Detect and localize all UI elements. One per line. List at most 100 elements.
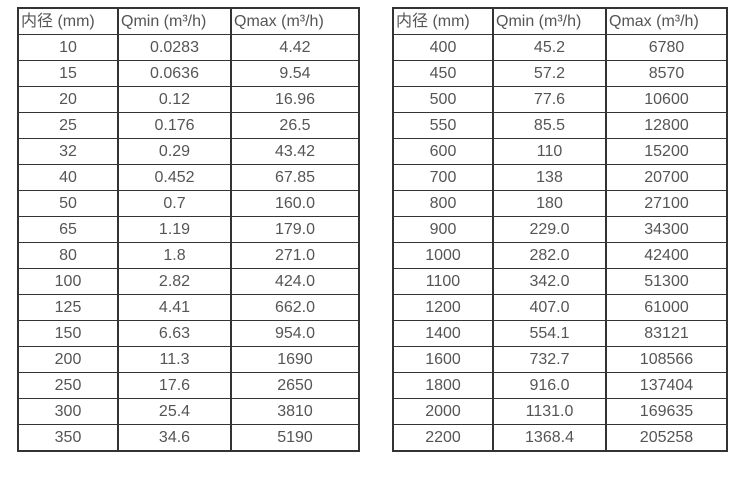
- qmin-cell: 229.0: [492, 216, 607, 243]
- qmax-cell: 12800: [605, 112, 728, 139]
- table-row: 300 25.4 3810: [17, 398, 360, 425]
- qmin-cell: 17.6: [117, 372, 232, 399]
- diameter-cell: 15: [17, 60, 119, 87]
- qmax-cell: 169635: [605, 398, 728, 425]
- table-row: 600 110 15200: [392, 138, 728, 165]
- column-header: Qmax (m³/h): [230, 7, 360, 35]
- diameter-cell: 250: [17, 372, 119, 399]
- qmax-cell: 108566: [605, 346, 728, 373]
- diameter-cell: 2000: [392, 398, 494, 425]
- diameter-cell: 550: [392, 112, 494, 139]
- qmax-cell: 954.0: [230, 320, 360, 347]
- qmax-cell: 205258: [605, 424, 728, 452]
- qmax-cell: 34300: [605, 216, 728, 243]
- qmin-cell: 1131.0: [492, 398, 607, 425]
- table-row: 1600 732.7 108566: [392, 346, 728, 373]
- table-row: 10 0.0283 4.42: [17, 34, 360, 61]
- table-row: 125 4.41 662.0: [17, 294, 360, 321]
- diameter-cell: 80: [17, 242, 119, 269]
- diameter-cell: 100: [17, 268, 119, 295]
- diameter-cell: 20: [17, 86, 119, 113]
- qmin-cell: 34.6: [117, 424, 232, 452]
- qmin-cell: 110: [492, 138, 607, 165]
- qmin-cell: 916.0: [492, 372, 607, 399]
- qmin-cell: 0.12: [117, 86, 232, 113]
- qmax-cell: 51300: [605, 268, 728, 295]
- qmax-cell: 42400: [605, 242, 728, 269]
- qmin-cell: 1368.4: [492, 424, 607, 452]
- flow-table-large-diameters: 内径 (mm) Qmin (m³/h) Qmax (m³/h) 400 45.2 678…: [392, 7, 728, 452]
- table-row: 65 1.19 179.0: [17, 216, 360, 243]
- table-row: 900 229.0 34300: [392, 216, 728, 243]
- qmax-cell: 160.0: [230, 190, 360, 217]
- column-header: Qmin (m³/h): [492, 7, 607, 35]
- table-row: 2200 1368.4 205258: [392, 424, 728, 452]
- column-header: 内径 (mm): [392, 7, 494, 35]
- diameter-cell: 150: [17, 320, 119, 347]
- qmin-cell: 0.29: [117, 138, 232, 165]
- qmax-cell: 4.42: [230, 34, 360, 61]
- qmax-cell: 16.96: [230, 86, 360, 113]
- table-row: 250 17.6 2650: [17, 372, 360, 399]
- qmax-cell: 3810: [230, 398, 360, 425]
- diameter-cell: 400: [392, 34, 494, 61]
- qmax-cell: 5190: [230, 424, 360, 452]
- qmax-cell: 61000: [605, 294, 728, 321]
- qmin-cell: 0.452: [117, 164, 232, 191]
- qmin-cell: 407.0: [492, 294, 607, 321]
- qmax-cell: 67.85: [230, 164, 360, 191]
- qmax-cell: 424.0: [230, 268, 360, 295]
- diameter-cell: 500: [392, 86, 494, 113]
- qmin-cell: 342.0: [492, 268, 607, 295]
- qmin-cell: 732.7: [492, 346, 607, 373]
- qmin-cell: 4.41: [117, 294, 232, 321]
- diameter-cell: 450: [392, 60, 494, 87]
- qmax-cell: 10600: [605, 86, 728, 113]
- diameter-cell: 700: [392, 164, 494, 191]
- qmax-cell: 26.5: [230, 112, 360, 139]
- qmin-cell: 180: [492, 190, 607, 217]
- table-row: 20 0.12 16.96: [17, 86, 360, 113]
- qmax-cell: 9.54: [230, 60, 360, 87]
- diameter-cell: 350: [17, 424, 119, 452]
- table-row: 50 0.7 160.0: [17, 190, 360, 217]
- table-row: 500 77.6 10600: [392, 86, 728, 113]
- qmin-cell: 0.0283: [117, 34, 232, 61]
- table-row: 1400 554.1 83121: [392, 320, 728, 347]
- diameter-cell: 2200: [392, 424, 494, 452]
- qmax-cell: 271.0: [230, 242, 360, 269]
- qmin-cell: 6.63: [117, 320, 232, 347]
- table-row: 25 0.176 26.5: [17, 112, 360, 139]
- table-row: 550 85.5 12800: [392, 112, 728, 139]
- qmin-cell: 138: [492, 164, 607, 191]
- qmax-cell: 27100: [605, 190, 728, 217]
- diameter-cell: 1200: [392, 294, 494, 321]
- diameter-cell: 800: [392, 190, 494, 217]
- qmin-cell: 1.19: [117, 216, 232, 243]
- column-header: Qmax (m³/h): [605, 7, 728, 35]
- diameter-cell: 10: [17, 34, 119, 61]
- table-row: 80 1.8 271.0: [17, 242, 360, 269]
- qmax-cell: 8570: [605, 60, 728, 87]
- table-row: 200 11.3 1690: [17, 346, 360, 373]
- diameter-cell: 1000: [392, 242, 494, 269]
- qmax-cell: 43.42: [230, 138, 360, 165]
- qmax-cell: 662.0: [230, 294, 360, 321]
- diameter-cell: 200: [17, 346, 119, 373]
- qmin-cell: 57.2: [492, 60, 607, 87]
- qmin-cell: 2.82: [117, 268, 232, 295]
- diameter-cell: 125: [17, 294, 119, 321]
- diameter-cell: 600: [392, 138, 494, 165]
- qmin-cell: 0.0636: [117, 60, 232, 87]
- diameter-cell: 40: [17, 164, 119, 191]
- diameter-cell: 1400: [392, 320, 494, 347]
- table-row: 400 45.2 6780: [392, 34, 728, 61]
- qmin-cell: 554.1: [492, 320, 607, 347]
- table-row: 350 34.6 5190: [17, 424, 360, 452]
- header-row: 内径 (mm) Qmin (m³/h) Qmax (m³/h): [17, 7, 360, 35]
- qmax-cell: 20700: [605, 164, 728, 191]
- header-row: 内径 (mm) Qmin (m³/h) Qmax (m³/h): [392, 7, 728, 35]
- qmin-cell: 282.0: [492, 242, 607, 269]
- qmin-cell: 85.5: [492, 112, 607, 139]
- table-row: 40 0.452 67.85: [17, 164, 360, 191]
